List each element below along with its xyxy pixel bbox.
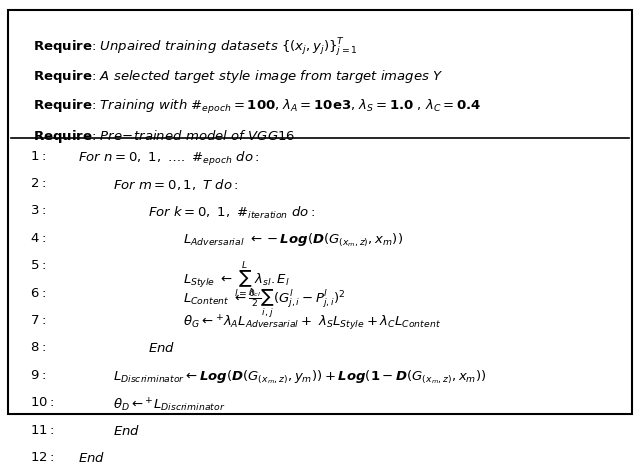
Text: $\mathit{7:}$: $\mathit{7:}$ — [30, 314, 46, 327]
Text: $\mathit{9:}$: $\mathit{9:}$ — [30, 369, 46, 382]
Text: $\boldsymbol{L_{Style}}\ \leftarrow \sum_{l=0}^{L}\lambda_{sl}.\boldsymbol{E_l}$: $\boldsymbol{L_{Style}}\ \leftarrow \sum… — [183, 259, 290, 300]
Text: $\mathit{11:}$: $\mathit{11:}$ — [30, 424, 54, 437]
Text: $\mathit{End}$: $\mathit{End}$ — [148, 341, 175, 355]
Text: $\mathit{End}$: $\mathit{End}$ — [113, 424, 140, 438]
Text: $\mathbf{Require}$: $\mathit{Training\ with}$ $\#_{\mathit{epoch}} = \mathbf{100: $\mathbf{Require}$: $\mathit{Training\ w… — [33, 98, 481, 116]
Text: $\mathit{For}\ m{=}0,1,\ T\ \mathit{do:}$: $\mathit{For}\ m{=}0,1,\ T\ \mathit{do:}… — [113, 177, 239, 192]
Text: $\mathit{3:}$: $\mathit{3:}$ — [30, 205, 46, 218]
Text: $\mathbf{Require}$: $\mathit{A\ selected\ target\ style\ image\ from\ target\ im: $\mathbf{Require}$: $\mathit{A\ selected… — [33, 67, 444, 85]
Text: $\mathit{End}$: $\mathit{End}$ — [78, 451, 105, 462]
Text: $\mathbf{Require}$: $\mathit{Unpaired\ training\ datasets}$ $\{(\boldsymbol{x_j}: $\mathbf{Require}$: $\mathit{Unpaired\ t… — [33, 37, 358, 60]
Text: $\mathit{For}\ n{=}0,\ 1,\ \ldots.\ \#_{\mathit{epoch}}\ \mathit{do:}$: $\mathit{For}\ n{=}0,\ 1,\ \ldots.\ \#_{… — [78, 150, 259, 168]
Text: $\boldsymbol{L_{Adversarial}}\ \leftarrow -\boldsymbol{Log}(\boldsymbol{D}(\bold: $\boldsymbol{L_{Adversarial}}\ \leftarro… — [183, 232, 403, 249]
Text: $\mathit{10:}$: $\mathit{10:}$ — [30, 396, 54, 409]
Text: $\mathit{2:}$: $\mathit{2:}$ — [30, 177, 46, 190]
Text: $\mathit{1:}$: $\mathit{1:}$ — [30, 150, 46, 163]
Text: $\mathit{8:}$: $\mathit{8:}$ — [30, 341, 46, 354]
Text: $\boldsymbol{L_{Discriminator}} \leftarrow \boldsymbol{Log}(\boldsymbol{D}(\bold: $\boldsymbol{L_{Discriminator}} \leftarr… — [113, 369, 486, 386]
Text: $\mathit{6:}$: $\mathit{6:}$ — [30, 286, 46, 300]
Text: $\mathit{5:}$: $\mathit{5:}$ — [30, 259, 46, 272]
Text: $\mathit{12:}$: $\mathit{12:}$ — [30, 451, 54, 462]
Text: $\boldsymbol{L_{Content}}\ \leftarrow \frac{\lambda_{cl}}{2}\sum_{i,j}(\boldsymb: $\boldsymbol{L_{Content}}\ \leftarrow \f… — [183, 286, 346, 320]
Text: $\mathit{4:}$: $\mathit{4:}$ — [30, 232, 46, 245]
Text: $\boldsymbol{\theta_D} \leftarrow^{+} \boldsymbol{L_{Discriminator}}$: $\boldsymbol{\theta_D} \leftarrow^{+} \b… — [113, 396, 225, 413]
FancyBboxPatch shape — [8, 10, 632, 414]
Text: $\boldsymbol{\theta_G} \leftarrow^{+} \lambda_A\boldsymbol{L_{Adversarial}}+\ \l: $\boldsymbol{\theta_G} \leftarrow^{+} \l… — [183, 314, 441, 334]
Text: $\mathit{For}\ k{=}0,\ 1,\ \#_{\mathit{iteration}}\ \mathit{do:}$: $\mathit{For}\ k{=}0,\ 1,\ \#_{\mathit{i… — [148, 205, 316, 220]
Text: $\mathbf{Require}$: $\mathit{Pre\!-\!trained\ model\ of\ VGG16}$: $\mathbf{Require}$: $\mathit{Pre\!-\!tra… — [33, 128, 296, 145]
